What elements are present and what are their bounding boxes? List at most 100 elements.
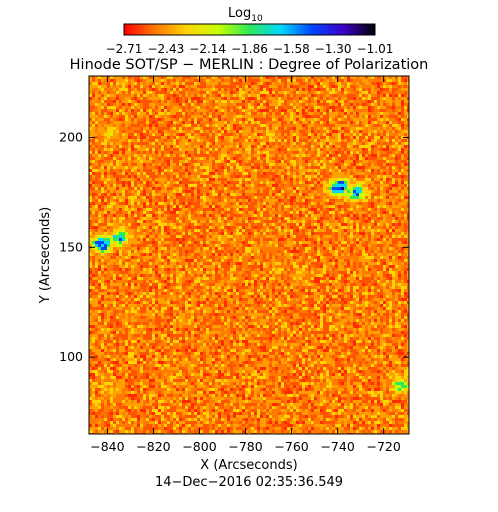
heatmap-cell bbox=[269, 112, 272, 115]
heatmap-cell bbox=[311, 190, 314, 193]
heatmap-cell bbox=[212, 196, 215, 199]
heatmap-cell bbox=[389, 211, 392, 214]
heatmap-cell bbox=[131, 121, 134, 124]
heatmap-cell bbox=[119, 124, 122, 127]
heatmap-cell bbox=[164, 211, 167, 214]
heatmap-cell bbox=[350, 103, 353, 106]
heatmap-cell bbox=[203, 76, 206, 79]
heatmap-cell bbox=[368, 85, 371, 88]
heatmap-cell bbox=[323, 157, 326, 160]
heatmap-cell bbox=[398, 94, 401, 97]
heatmap-cell bbox=[383, 166, 386, 169]
heatmap-cell bbox=[149, 199, 152, 202]
heatmap-cell bbox=[137, 76, 140, 79]
heatmap-cell bbox=[341, 187, 344, 190]
heatmap-cell bbox=[407, 142, 409, 145]
heatmap-cell bbox=[242, 160, 245, 163]
heatmap-cell bbox=[206, 145, 209, 148]
heatmap-cell bbox=[191, 148, 194, 151]
heatmap-cell bbox=[302, 82, 305, 85]
heatmap-cell bbox=[263, 94, 266, 97]
heatmap-cell bbox=[242, 169, 245, 172]
heatmap-cell bbox=[197, 169, 200, 172]
heatmap-cell bbox=[371, 121, 374, 124]
heatmap-cell bbox=[344, 112, 347, 115]
heatmap-cell bbox=[398, 160, 401, 163]
heatmap-cell bbox=[137, 208, 140, 211]
heatmap-cell bbox=[179, 175, 182, 178]
heatmap-cell bbox=[113, 172, 116, 175]
heatmap-cell bbox=[122, 100, 125, 103]
heatmap-cell bbox=[200, 112, 203, 115]
heatmap-cell bbox=[209, 181, 212, 184]
heatmap-cell bbox=[332, 88, 335, 91]
heatmap-cell bbox=[251, 193, 254, 196]
heatmap-cell bbox=[155, 151, 158, 154]
heatmap-cell bbox=[116, 124, 119, 127]
heatmap-cell bbox=[251, 202, 254, 205]
heatmap-cell bbox=[287, 163, 290, 166]
heatmap-cell bbox=[281, 121, 284, 124]
heatmap-cell bbox=[371, 193, 374, 196]
heatmap-cell bbox=[386, 97, 389, 100]
heatmap-cell bbox=[311, 151, 314, 154]
heatmap-cell bbox=[185, 154, 188, 157]
heatmap-cell bbox=[239, 175, 242, 178]
heatmap-cell bbox=[104, 211, 107, 214]
heatmap-cell bbox=[194, 142, 197, 145]
heatmap-cell bbox=[263, 199, 266, 202]
heatmap-cell bbox=[281, 202, 284, 205]
heatmap-cell bbox=[125, 109, 128, 112]
heatmap-cell bbox=[110, 109, 113, 112]
heatmap-cell bbox=[356, 187, 359, 190]
heatmap-cell bbox=[140, 208, 143, 211]
heatmap-cell bbox=[299, 178, 302, 181]
heatmap-cell bbox=[314, 199, 317, 202]
heatmap-cell bbox=[233, 145, 236, 148]
heatmap-cell bbox=[146, 124, 149, 127]
heatmap-cell bbox=[116, 106, 119, 109]
heatmap-cell bbox=[398, 202, 401, 205]
heatmap-cell bbox=[236, 145, 239, 148]
heatmap-cell bbox=[332, 94, 335, 97]
heatmap-cell bbox=[371, 130, 374, 133]
heatmap-cell bbox=[98, 199, 101, 202]
heatmap-cell bbox=[329, 157, 332, 160]
heatmap-cell bbox=[371, 127, 374, 130]
heatmap-cell bbox=[95, 130, 98, 133]
heatmap-cell bbox=[374, 118, 377, 121]
heatmap-cell bbox=[254, 85, 257, 88]
heatmap-cell bbox=[314, 181, 317, 184]
heatmap-cell bbox=[320, 175, 323, 178]
heatmap-cell bbox=[350, 202, 353, 205]
heatmap-cell bbox=[95, 112, 98, 115]
heatmap-cell bbox=[374, 151, 377, 154]
heatmap-cell bbox=[323, 127, 326, 130]
heatmap-cell bbox=[278, 172, 281, 175]
heatmap-cell bbox=[278, 145, 281, 148]
heatmap-cell bbox=[152, 85, 155, 88]
heatmap-cell bbox=[323, 181, 326, 184]
heatmap-cell bbox=[119, 205, 122, 208]
heatmap-cell bbox=[89, 124, 92, 127]
heatmap-cell bbox=[338, 211, 341, 214]
heatmap-cell bbox=[389, 145, 392, 148]
heatmap-cell bbox=[191, 178, 194, 181]
heatmap-cell bbox=[116, 127, 119, 130]
heatmap-cell bbox=[263, 172, 266, 175]
heatmap-cell bbox=[119, 130, 122, 133]
heatmap-cell bbox=[200, 82, 203, 85]
heatmap-cell bbox=[233, 163, 236, 166]
heatmap-cell bbox=[380, 82, 383, 85]
heatmap-cell bbox=[266, 178, 269, 181]
heatmap-cell bbox=[305, 118, 308, 121]
heatmap-cell bbox=[209, 208, 212, 211]
heatmap-cell bbox=[128, 181, 131, 184]
heatmap-cell bbox=[254, 187, 257, 190]
heatmap-cell bbox=[173, 115, 176, 118]
heatmap-cell bbox=[269, 172, 272, 175]
heatmap-cell bbox=[260, 88, 263, 91]
heatmap-cell bbox=[365, 97, 368, 100]
heatmap-cell bbox=[116, 76, 119, 79]
heatmap-cell bbox=[221, 187, 224, 190]
